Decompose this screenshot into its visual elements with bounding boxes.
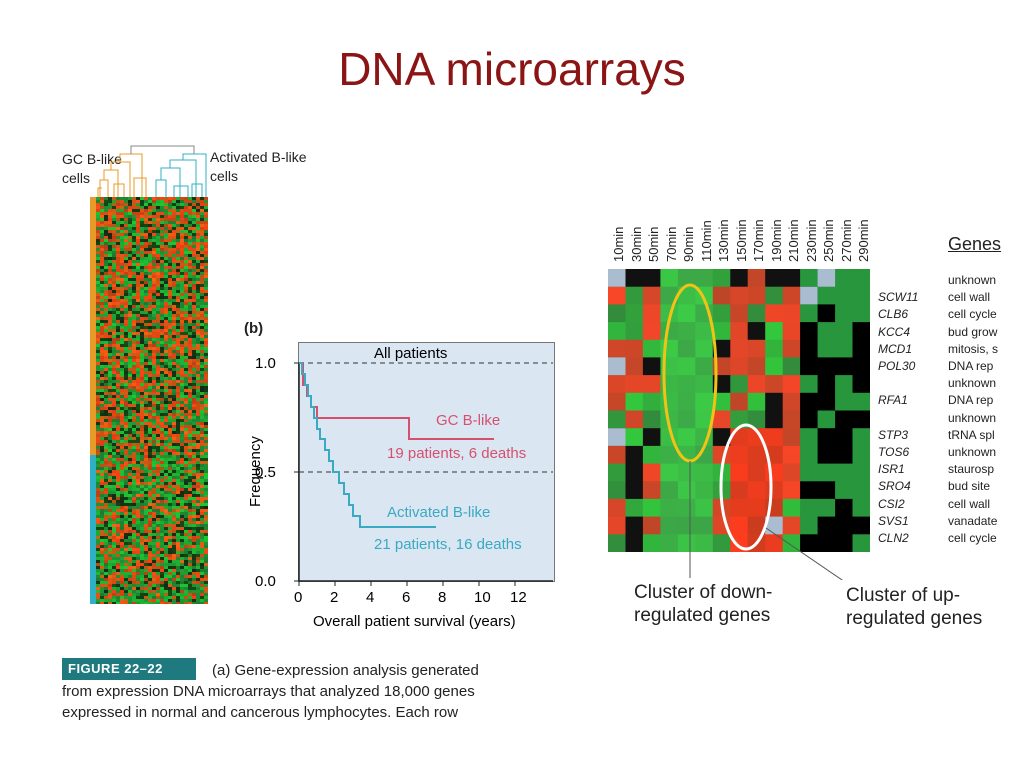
time-point-label: 170min xyxy=(751,219,766,262)
time-point-label: 10min xyxy=(611,226,626,262)
x-tick-label: 8 xyxy=(438,589,446,606)
gc-group-bar xyxy=(90,197,96,455)
time-point-label: 130min xyxy=(716,219,731,262)
gene-name: MCD1 xyxy=(878,341,913,356)
gc-label-line1: GC B-like xyxy=(62,151,122,167)
x-ticks: 0 2 4 6 8 10 12 xyxy=(294,581,527,606)
gene-name: KCC4 xyxy=(878,324,911,339)
caption-line-3: expressed in normal and cancerous lympho… xyxy=(62,704,459,721)
activated-group-bar xyxy=(90,455,96,604)
x-tick-label: 10 xyxy=(474,589,491,606)
x-tick-label: 0 xyxy=(294,589,302,606)
genes-header: Genes xyxy=(948,234,1002,254)
gene-name: CLN2 xyxy=(878,531,909,545)
figure-caption: (a) Gene-expression analysis generated f… xyxy=(62,660,532,723)
all-patients-header: All patients xyxy=(374,345,447,362)
y-tick-0-5: 0.5 xyxy=(255,464,276,481)
down-cluster-label-line1: Cluster of down- xyxy=(634,582,773,603)
activated-label-line1: Activated B-like xyxy=(210,149,307,165)
gene-function: unknown xyxy=(948,445,997,459)
figure-tag: FIGURE 22–22 xyxy=(62,658,196,680)
activated-dendrogram-branches xyxy=(155,153,207,198)
activated-b-like-curve xyxy=(299,362,436,528)
time-point-label: 30min xyxy=(628,226,644,262)
y-tick-1-0: 1.0 xyxy=(255,355,276,372)
gene-function: tRNA spl xyxy=(948,427,995,442)
gene-function: unknown xyxy=(948,410,997,425)
time-point-label: 150min xyxy=(733,219,749,262)
gene-function: cell wall xyxy=(948,290,991,305)
time-point-label: 110min xyxy=(698,220,714,262)
caption-line-1: (a) Gene-expression analysis generated xyxy=(212,662,479,679)
time-point-label: 250min xyxy=(821,219,836,262)
gene-function: cell wall xyxy=(948,496,991,511)
gc-label-line2: cells xyxy=(62,170,91,186)
gene-name: RFA1 xyxy=(878,393,908,408)
gene-name: CLB6 xyxy=(878,307,909,322)
time-point-label: 90min xyxy=(681,226,696,262)
gene-function: DNA rep xyxy=(948,359,994,373)
gene-function: staurosp xyxy=(948,462,995,477)
gene-function: cell cycle xyxy=(948,531,997,545)
gc-b-like-label: GC B-like xyxy=(436,412,500,429)
x-tick-label: 2 xyxy=(330,589,338,606)
gc-b-like-note: 19 patients, 6 deaths xyxy=(387,445,526,462)
down-regulated-ellipse xyxy=(662,283,718,463)
up-leader-line xyxy=(765,527,843,580)
activated-b-like-label: Activated B-like xyxy=(387,504,490,521)
gene-function: mitosis, s xyxy=(948,341,999,356)
gene-name: SVS1 xyxy=(878,513,909,528)
gene-function: cell cycle xyxy=(948,307,997,322)
time-point-label: 270min xyxy=(838,219,854,262)
y-tick-0-0: 0.0 xyxy=(255,573,276,590)
up-cluster-label-line1: Cluster of up- xyxy=(846,585,961,606)
gene-function: bud site xyxy=(948,479,991,494)
gene-name: POL30 xyxy=(878,359,916,373)
y-ticks xyxy=(294,362,299,582)
survival-plot-area xyxy=(298,342,555,582)
gene-function: vanadate xyxy=(948,513,998,528)
gene-function: bud grow xyxy=(948,324,998,339)
x-tick-label: 12 xyxy=(510,589,527,606)
gene-name: TOS6 xyxy=(878,445,910,459)
sample-dendrogram xyxy=(97,145,207,198)
y-axis-label: Frequency xyxy=(247,436,264,507)
up-cluster-label-line2: regulated genes xyxy=(846,608,983,629)
gc-dendrogram-branches xyxy=(97,153,147,198)
gene-function: unknown xyxy=(948,273,997,287)
microarray-heatmap xyxy=(96,197,208,604)
panel-b-label: (b) xyxy=(244,320,264,337)
time-point-label: 50min xyxy=(646,226,661,262)
gene-name: SCW11 xyxy=(878,290,919,305)
slide-title: DNA microarrays xyxy=(338,43,686,95)
time-point-label: 290min xyxy=(856,219,871,262)
x-axis-label: Overall patient survival (years) xyxy=(313,613,516,630)
caption-line-2: from expression DNA microarrays that ana… xyxy=(62,683,475,700)
up-regulated-ellipse xyxy=(719,423,773,551)
gene-function: unknown xyxy=(948,376,997,391)
gene-name: STP3 xyxy=(878,427,909,442)
gene-function: DNA rep xyxy=(948,393,994,408)
survival-chart: 0 2 4 6 8 10 12 1.0 0.5 0.0 All patients Frequ… xyxy=(247,345,553,630)
gene-name: CSI2 xyxy=(878,496,905,511)
time-point-label: 230min xyxy=(803,219,819,262)
down-cluster-label-line2: regulated genes xyxy=(634,605,771,626)
time-point-label: 190min xyxy=(768,219,784,262)
gene-name: ISR1 xyxy=(878,462,905,477)
time-point-label: 210min xyxy=(786,219,801,262)
activated-label-line2: cells xyxy=(210,168,239,184)
cluster-annotations xyxy=(662,283,843,580)
gene-name: SRO4 xyxy=(878,479,911,494)
time-point-label: 70min xyxy=(663,226,679,262)
x-tick-label: 6 xyxy=(402,589,410,606)
activated-b-like-note: 21 patients, 16 deaths xyxy=(374,536,522,553)
x-tick-label: 4 xyxy=(366,589,374,606)
root-branch xyxy=(130,145,195,154)
